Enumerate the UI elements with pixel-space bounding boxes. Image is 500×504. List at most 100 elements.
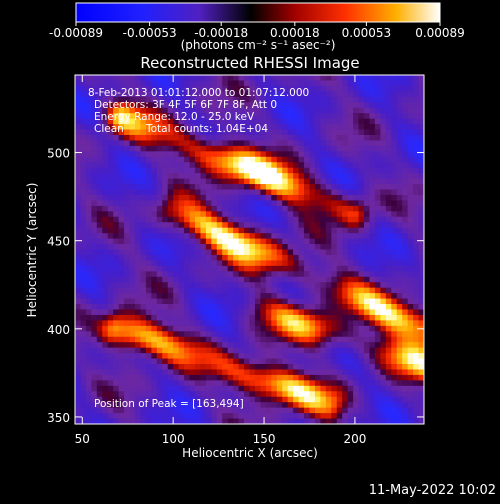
- heatmap-cell: [254, 391, 261, 398]
- heatmap-cell: [85, 418, 92, 425]
- heatmap-cell: [113, 244, 120, 250]
- heatmap-cell: [336, 91, 343, 98]
- heatmap-cell: [336, 347, 343, 354]
- heatmap-cell: [364, 276, 370, 283]
- heatmap-cell: [304, 271, 310, 278]
- heatmap-cell: [91, 184, 98, 190]
- heatmap-cell: [124, 151, 130, 158]
- heatmap-cell: [134, 238, 141, 245]
- heatmap-cell: [238, 265, 245, 272]
- heatmap-cell: [200, 140, 207, 147]
- heatmap-cell: [227, 402, 234, 409]
- heatmap-cell: [320, 227, 327, 234]
- heatmap-cell: [222, 145, 229, 152]
- heatmap-cell: [418, 162, 425, 169]
- heatmap-cell: [91, 353, 98, 359]
- heatmap-cell: [80, 222, 87, 229]
- heatmap-cell: [233, 216, 239, 223]
- heatmap-cell: [145, 107, 152, 114]
- heatmap-cell: [254, 309, 261, 316]
- heatmap-cell: [309, 271, 316, 278]
- heatmap-cell: [238, 364, 245, 370]
- heatmap-cell: [91, 140, 98, 147]
- heatmap-cell: [396, 244, 403, 250]
- heatmap-cell: [140, 380, 147, 387]
- heatmap-cell: [107, 418, 114, 425]
- heatmap-cell: [309, 211, 316, 218]
- heatmap-cell: [385, 124, 392, 130]
- heatmap-cell: [325, 205, 332, 212]
- heatmap-cell: [233, 233, 239, 239]
- heatmap-cell: [271, 189, 278, 196]
- heatmap-cell: [156, 134, 163, 141]
- heatmap-cell: [407, 325, 414, 332]
- heatmap-cell: [140, 260, 147, 267]
- heatmap-cell: [342, 309, 349, 316]
- heatmap-cell: [102, 298, 109, 305]
- heatmap-cell: [260, 189, 267, 196]
- heatmap-cell: [222, 162, 229, 169]
- heatmap-cell: [380, 282, 387, 289]
- heatmap-cell: [216, 134, 223, 141]
- heatmap-cell: [347, 287, 354, 294]
- heatmap-cell: [156, 222, 163, 229]
- heatmap-cell: [342, 173, 349, 180]
- heatmap-cell: [407, 194, 414, 201]
- heatmap-cell: [118, 134, 125, 141]
- heatmap-cell: [102, 211, 109, 218]
- heatmap-cell: [304, 342, 310, 349]
- heatmap-cell: [173, 102, 180, 109]
- heatmap-cell: [162, 129, 169, 136]
- heatmap-cell: [276, 374, 283, 381]
- heatmap-cell: [162, 298, 169, 305]
- heatmap-cell: [380, 200, 387, 207]
- annotation-peak: Position of Peak = [163,494]: [94, 398, 244, 410]
- heatmap-cell: [162, 233, 169, 239]
- heatmap-cell: [364, 140, 370, 147]
- heatmap-cell: [265, 227, 272, 234]
- heatmap-cell: [178, 205, 185, 212]
- heatmap-cell: [282, 75, 289, 81]
- heatmap-cell: [216, 364, 223, 370]
- heatmap-cell: [396, 336, 403, 343]
- heatmap-cell: [184, 298, 190, 305]
- heatmap-cell: [282, 347, 289, 354]
- heatmap-cell: [134, 320, 141, 327]
- heatmap-cell: [173, 265, 180, 272]
- heatmap-cell: [80, 211, 87, 218]
- heatmap-cell: [173, 260, 180, 267]
- heatmap-cell: [265, 222, 272, 229]
- heatmap-cell: [265, 129, 272, 136]
- heatmap-cell: [276, 358, 283, 365]
- heatmap-cell: [282, 151, 289, 158]
- heatmap-cell: [358, 320, 365, 327]
- heatmap-cell: [205, 134, 212, 141]
- heatmap-cell: [222, 85, 229, 92]
- heatmap-cell: [380, 353, 387, 359]
- heatmap-cell: [249, 151, 256, 158]
- heatmap-cell: [374, 162, 381, 169]
- heatmap-cell: [227, 96, 234, 103]
- heatmap-cell: [276, 145, 283, 152]
- heatmap-cell: [96, 402, 103, 409]
- heatmap-cell: [249, 358, 256, 365]
- heatmap-cell: [80, 75, 87, 81]
- heatmap-cell: [184, 124, 190, 130]
- heatmap-cell: [369, 85, 376, 92]
- heatmap-cell: [413, 276, 419, 283]
- heatmap-cell: [276, 118, 283, 125]
- heatmap-cell: [107, 347, 114, 354]
- heatmap-cell: [374, 107, 381, 114]
- heatmap-cell: [156, 260, 163, 267]
- heatmap-cell: [304, 347, 310, 354]
- heatmap-cell: [140, 320, 147, 327]
- heatmap-cell: [80, 260, 87, 267]
- heatmap-cell: [222, 233, 229, 239]
- heatmap-cell: [380, 156, 387, 163]
- heatmap-cell: [129, 260, 136, 267]
- heatmap-cell: [364, 85, 370, 92]
- heatmap-cell: [342, 238, 349, 245]
- heatmap-cell: [353, 189, 359, 196]
- heatmap-cell: [167, 238, 174, 245]
- heatmap-cell: [91, 304, 98, 310]
